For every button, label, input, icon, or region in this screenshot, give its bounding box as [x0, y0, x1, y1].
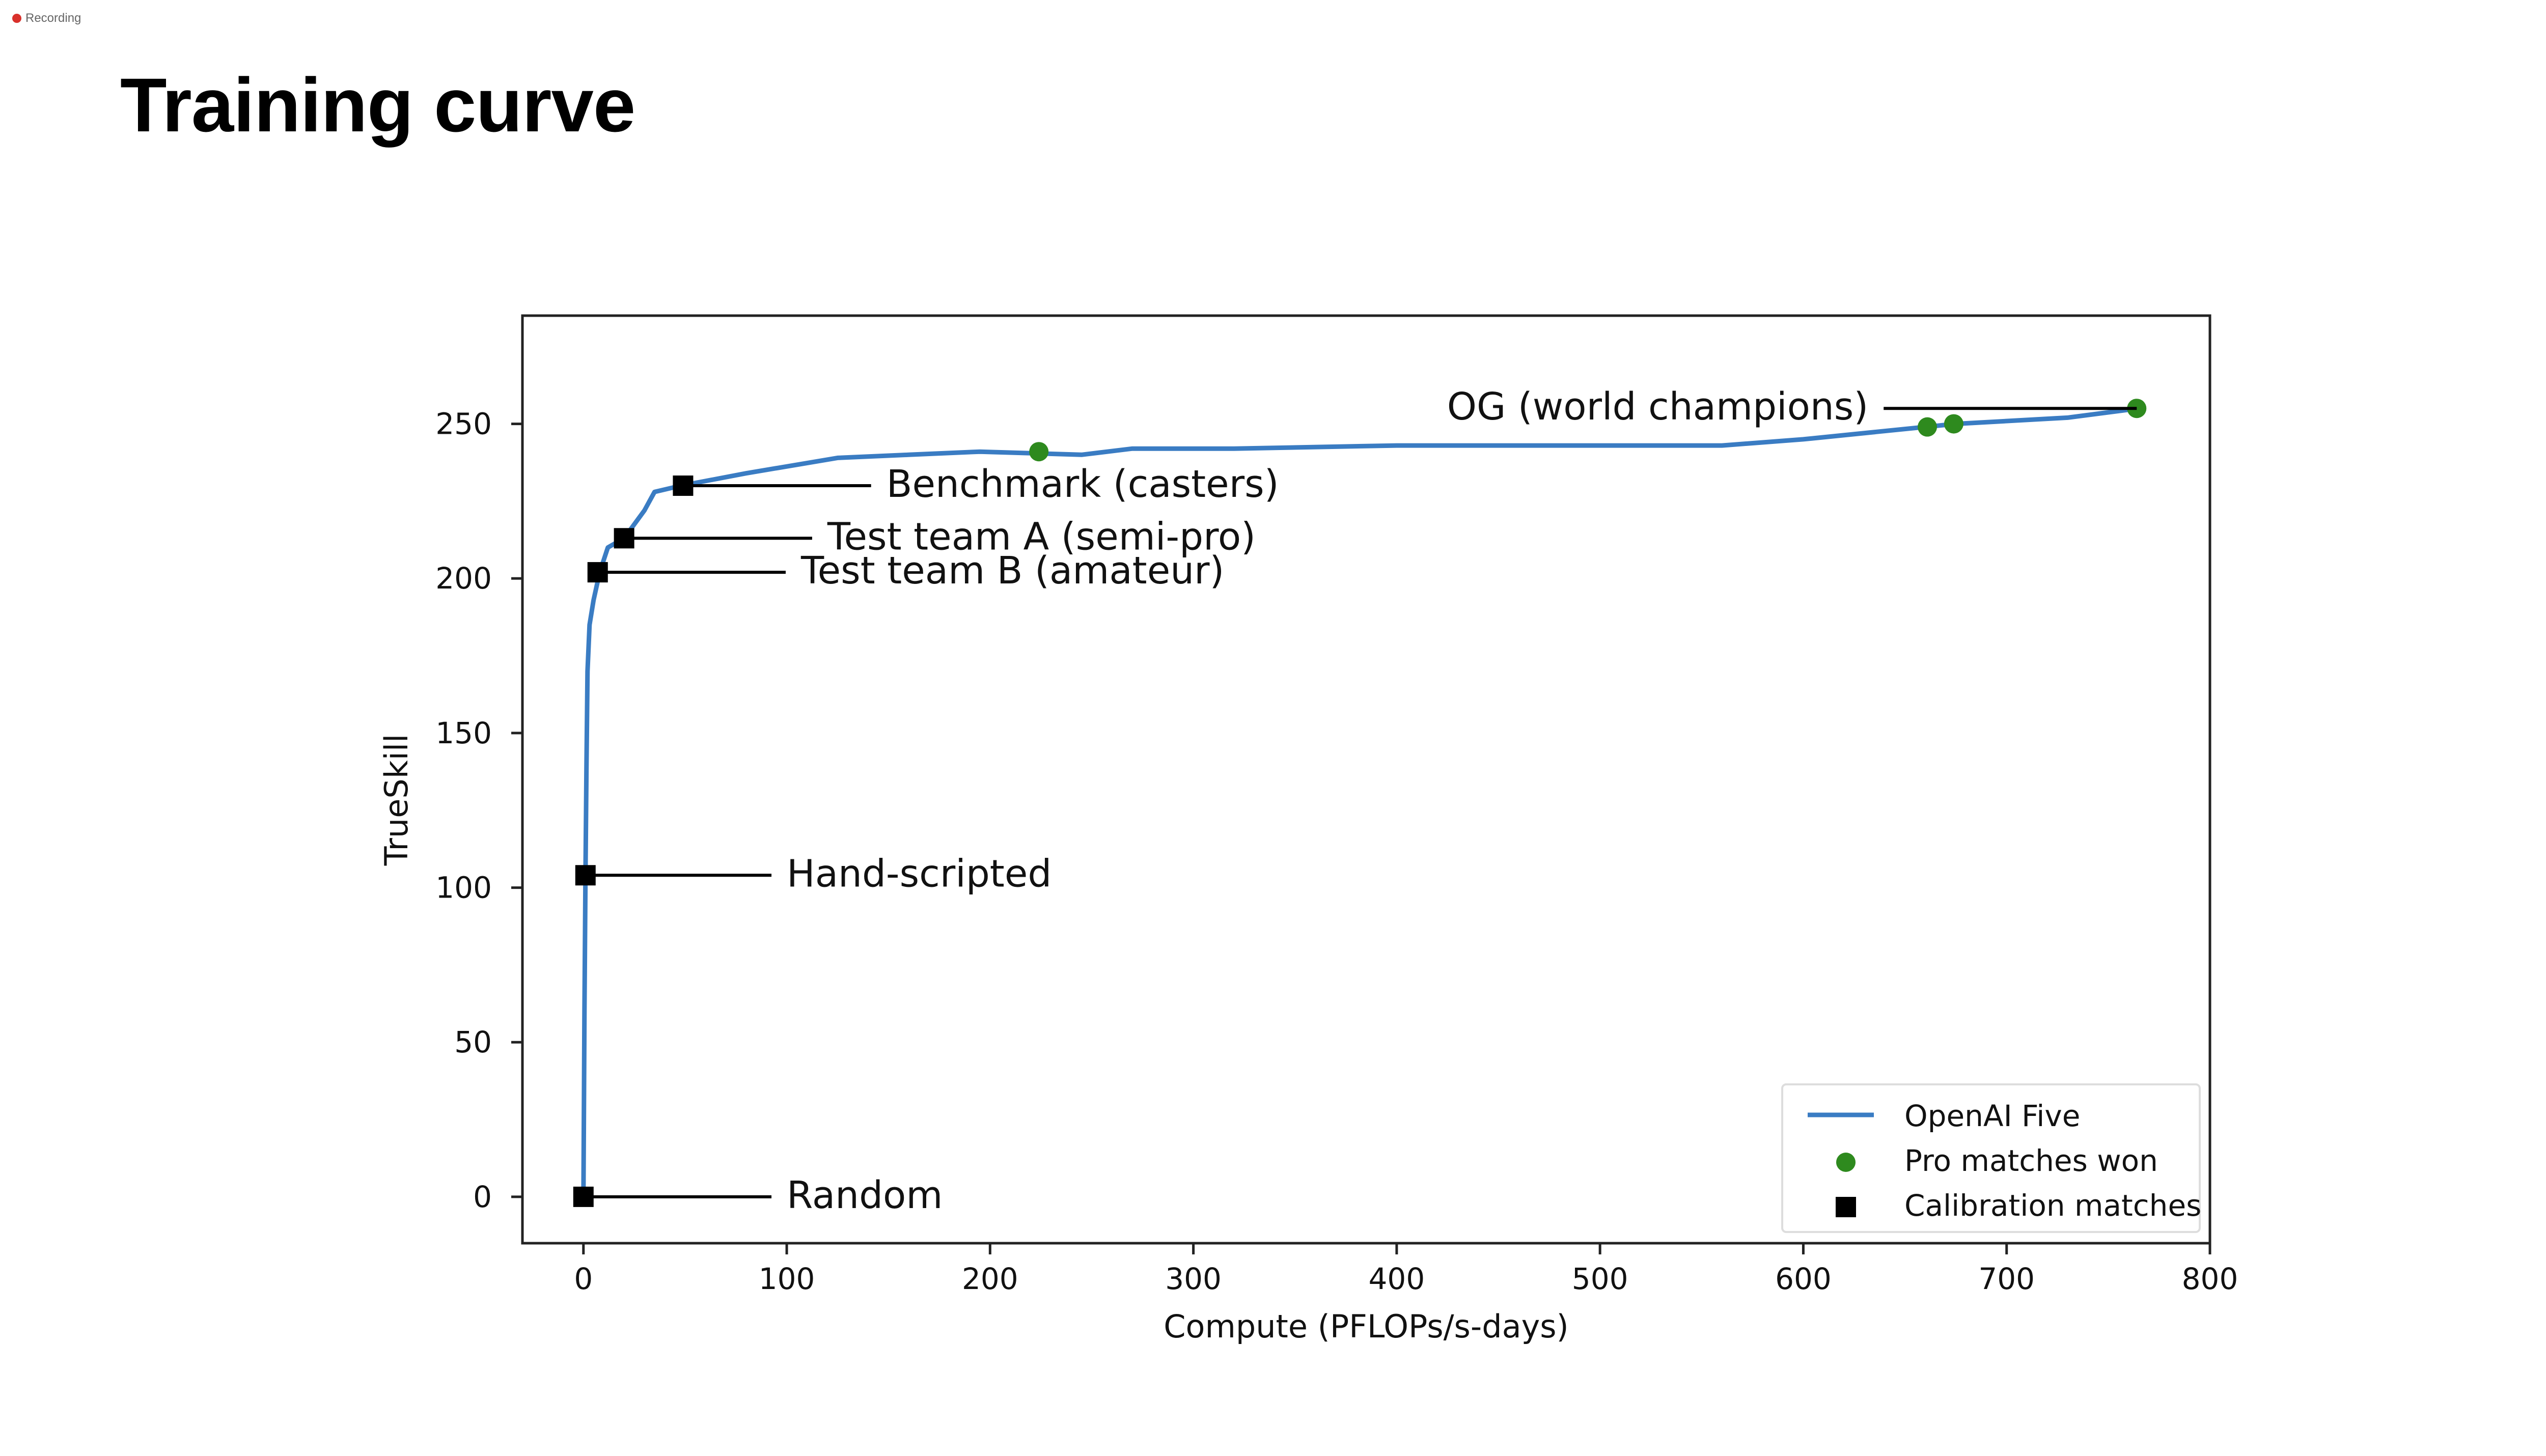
legend-box — [1781, 1083, 2201, 1233]
legend-entry-label: Calibration matches — [1904, 1188, 2201, 1223]
pro-match-point — [1918, 417, 1938, 437]
y-tick-label: 50 — [454, 1025, 492, 1059]
y-tick-label: 200 — [435, 561, 492, 596]
pro-match-point — [1029, 442, 1049, 462]
legend-circle-swatch — [1836, 1153, 1856, 1172]
x-axis-label: Compute (PFLOPs/s-days) — [1164, 1308, 1569, 1345]
x-tick-label: 600 — [1775, 1262, 1832, 1296]
y-axis-label: TrueSkill — [378, 734, 415, 866]
legend-entry-label: OpenAI Five — [1904, 1099, 2080, 1133]
annotation-label: Test team A (semi-pro) — [827, 515, 1256, 558]
annotation-label: Test team B (amateur) — [800, 549, 1224, 593]
y-tick-label: 100 — [435, 871, 492, 905]
recording-label: Recording — [25, 11, 81, 25]
legend: OpenAI Five Pro matches won Calibration ma… — [1781, 1083, 2201, 1233]
slide-title: Training curve — [120, 62, 635, 148]
x-tick-label: 0 — [574, 1262, 593, 1296]
x-tick-label: 500 — [1572, 1262, 1628, 1296]
axes-layer: 0 100 200 300 400 500 600 700 800 0 50 100 150 200 250… — [378, 314, 2238, 1345]
y-tick-label: 250 — [435, 407, 492, 441]
x-tick-label: 700 — [1978, 1262, 2035, 1296]
x-tick-label: 200 — [962, 1262, 1018, 1296]
annotation-label: OG (world champions) — [1447, 385, 1868, 429]
x-tick-label: 300 — [1165, 1262, 1222, 1296]
recording-dot-icon — [12, 14, 21, 23]
annotation-label: Random — [787, 1173, 943, 1217]
annotation-layer: Random Hand-scripted Test team B (amateur)… — [583, 385, 2137, 1217]
x-tick-label: 800 — [2182, 1262, 2238, 1296]
y-tick-label: 0 — [473, 1180, 492, 1214]
x-tick-label: 100 — [759, 1262, 815, 1296]
legend-entry-label: Pro matches won — [1904, 1143, 2158, 1178]
legend-square-swatch — [1836, 1197, 1856, 1217]
x-tick-label: 400 — [1369, 1262, 1425, 1296]
pro-match-point — [1944, 414, 1963, 434]
openai-five-line — [581, 406, 2139, 1197]
recording-indicator: Recording — [12, 11, 81, 25]
annotation-label: Benchmark (casters) — [887, 462, 1279, 506]
y-tick-label: 150 — [435, 716, 492, 750]
annotation-label: Hand-scripted — [787, 852, 1051, 895]
plot-frame — [521, 314, 2211, 1245]
